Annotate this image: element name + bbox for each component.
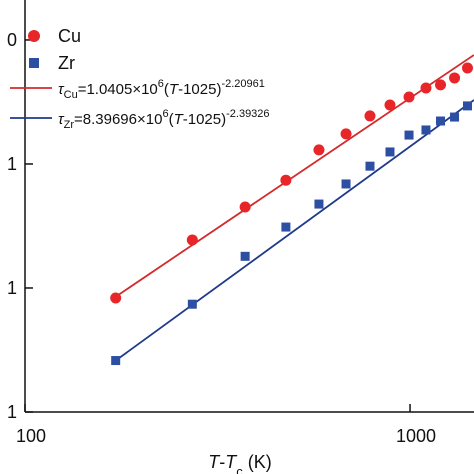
fit-line xyxy=(115,54,474,298)
y-tick-label: 1 xyxy=(7,278,17,298)
y-tick-label: 1 xyxy=(7,154,17,174)
point xyxy=(364,110,376,122)
legend-part: =1.0405×10 xyxy=(78,81,158,98)
point xyxy=(462,101,472,111)
point xyxy=(450,112,460,122)
point xyxy=(435,79,447,91)
legend-part: ( xyxy=(169,111,174,128)
fit-line xyxy=(115,99,474,362)
legend-marker xyxy=(29,58,39,68)
point xyxy=(110,292,122,304)
point xyxy=(365,161,375,171)
y-tick-label: 0 xyxy=(7,30,17,50)
legend-part: T xyxy=(174,111,185,128)
x-label-part: T xyxy=(225,452,238,472)
point xyxy=(461,62,473,74)
x-label-part: (K) xyxy=(243,452,272,472)
point xyxy=(436,116,446,126)
legend-part: T xyxy=(169,81,180,98)
legend-label: Zr xyxy=(58,53,75,73)
point xyxy=(187,299,197,309)
legend-part: -1025) xyxy=(183,111,226,128)
x-label-part: c xyxy=(236,464,243,474)
legend-part: -2.39326 xyxy=(226,108,269,120)
legend-part: =8.39696×10 xyxy=(74,111,162,128)
legend-part: Cu xyxy=(64,89,78,101)
y-tick-label: 1 xyxy=(7,402,17,422)
x-axis-label: T-Tc (K) xyxy=(208,452,272,474)
legend-marker xyxy=(28,30,40,42)
point xyxy=(341,179,351,189)
legend-label: Cu xyxy=(58,26,81,46)
point xyxy=(240,251,250,261)
point xyxy=(314,199,324,209)
point xyxy=(420,82,432,94)
legend-part: ( xyxy=(164,81,169,98)
legend-part: τ xyxy=(58,81,65,98)
x-label-part: T xyxy=(208,452,221,472)
point xyxy=(313,144,325,156)
legend-label: τZr=8.39696×106(T-1025)-2.39326 xyxy=(58,108,270,131)
legend-part: τ xyxy=(58,111,65,128)
legend-part: -1025) xyxy=(178,81,221,98)
point xyxy=(340,128,352,140)
point xyxy=(421,125,431,135)
point xyxy=(384,99,396,111)
legend-part: -2.20961 xyxy=(221,78,264,90)
point xyxy=(186,234,198,246)
legend-label: τCu=1.0405×106(T-1025)-2.20961 xyxy=(58,78,265,101)
point xyxy=(385,147,395,157)
point xyxy=(404,130,414,140)
point xyxy=(281,222,291,232)
point xyxy=(403,91,415,103)
point xyxy=(280,174,292,186)
legend-part: 6 xyxy=(162,108,168,120)
x-tick-label: 100 xyxy=(16,426,46,446)
point xyxy=(239,201,251,213)
point xyxy=(111,356,121,366)
point xyxy=(449,72,461,84)
legend-part: Zr xyxy=(64,119,75,131)
x-tick-label: 1000 xyxy=(396,426,436,446)
legend-part: 6 xyxy=(158,78,164,90)
x-label-part: - xyxy=(219,452,225,472)
